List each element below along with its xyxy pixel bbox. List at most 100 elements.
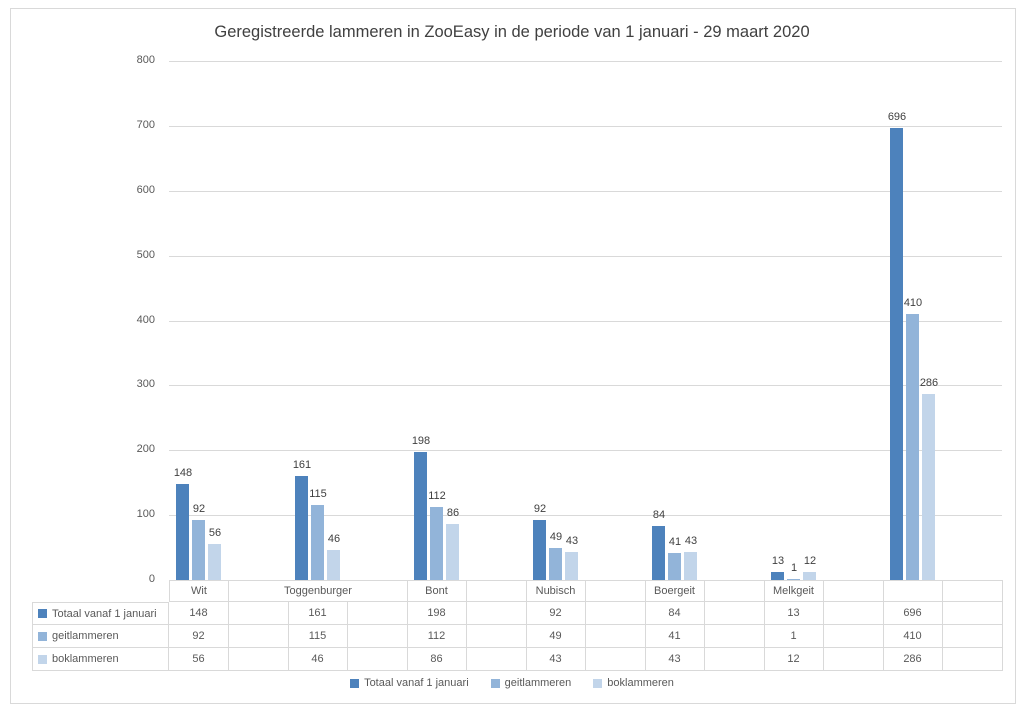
bar bbox=[208, 544, 221, 580]
bar bbox=[684, 552, 697, 580]
table-value-cell bbox=[229, 648, 289, 671]
table-header-cell bbox=[943, 580, 1003, 602]
y-axis-tick-label: 800 bbox=[136, 54, 155, 66]
bar bbox=[652, 526, 665, 580]
table-value-cell: 41 bbox=[645, 625, 705, 648]
table-header-cell bbox=[824, 580, 884, 602]
series-name: Totaal vanaf 1 januari bbox=[52, 607, 157, 620]
table-value-cell bbox=[467, 602, 527, 625]
table-value-cell: 12 bbox=[764, 648, 824, 671]
bar bbox=[176, 484, 189, 580]
table-value-cell: 198 bbox=[407, 602, 467, 625]
bar-value-label: 112 bbox=[428, 490, 446, 502]
table-header-cell bbox=[705, 580, 765, 602]
bar bbox=[787, 579, 800, 580]
bar bbox=[295, 476, 308, 580]
legend-key-swatch bbox=[38, 654, 47, 664]
y-axis-tick-label: 500 bbox=[136, 249, 155, 261]
table-value-cell: 49 bbox=[526, 625, 586, 648]
bar-value-label: 696 bbox=[887, 111, 907, 123]
table-value-cell: 92 bbox=[169, 625, 229, 648]
table-value-cell bbox=[943, 602, 1003, 625]
bar-value-label: 41 bbox=[668, 536, 682, 548]
table-header-cell: Toggenburger bbox=[229, 580, 408, 602]
gridline bbox=[169, 256, 1002, 257]
y-axis-tick-label: 300 bbox=[136, 378, 155, 390]
chart-outer-border bbox=[10, 8, 1016, 704]
bar bbox=[565, 552, 578, 580]
bar-value-label: 43 bbox=[684, 535, 698, 547]
bar bbox=[906, 314, 919, 580]
legend-item: boklammeren bbox=[593, 677, 674, 689]
table-value-cell: 56 bbox=[169, 648, 229, 671]
bar bbox=[414, 452, 427, 580]
table-value-cell bbox=[586, 625, 646, 648]
table-value-cell: 115 bbox=[288, 625, 348, 648]
table-header-cell: Bont bbox=[407, 580, 467, 602]
legend-key-swatch bbox=[38, 609, 47, 618]
table-row-label: boklammeren bbox=[32, 648, 169, 671]
bar-value-label: 1 bbox=[790, 562, 798, 574]
bar bbox=[922, 394, 935, 580]
legend-key-swatch bbox=[350, 678, 360, 688]
y-axis-tick-label: 700 bbox=[136, 119, 155, 131]
bar-value-label: 84 bbox=[652, 509, 666, 521]
table-header-cell: Melkgeit bbox=[764, 580, 824, 602]
legend-item: geitlammeren bbox=[490, 677, 572, 689]
table-value-cell: 148 bbox=[169, 602, 229, 625]
table-value-cell: 43 bbox=[645, 648, 705, 671]
table-header-cell: Nubisch bbox=[526, 580, 586, 602]
bar bbox=[533, 520, 546, 580]
bar-value-label: 13 bbox=[771, 555, 785, 567]
bar bbox=[771, 572, 784, 580]
table-value-cell bbox=[824, 625, 884, 648]
table-row-label: Totaal vanaf 1 januari bbox=[32, 602, 169, 625]
table-value-cell bbox=[705, 625, 765, 648]
legend-item: Totaal vanaf 1 januari bbox=[350, 677, 469, 689]
bar bbox=[803, 572, 816, 580]
table-value-cell bbox=[943, 625, 1003, 648]
y-axis-tick-label: 100 bbox=[136, 508, 155, 520]
table-value-cell: 696 bbox=[883, 602, 943, 625]
bar-value-label: 410 bbox=[903, 297, 923, 309]
series-name: geitlammeren bbox=[52, 630, 119, 642]
y-axis-tick-label: 600 bbox=[136, 184, 155, 196]
bar-value-label: 46 bbox=[327, 533, 341, 545]
bar-value-label: 43 bbox=[565, 535, 579, 547]
bar-value-label: 161 bbox=[292, 459, 312, 471]
bar bbox=[446, 524, 459, 580]
y-axis-tick-label: 0 bbox=[148, 573, 155, 585]
table-value-cell: 112 bbox=[407, 625, 467, 648]
table-value-cell bbox=[348, 602, 408, 625]
bar bbox=[430, 507, 443, 580]
table-value-cell: 13 bbox=[764, 602, 824, 625]
table-value-cell bbox=[229, 625, 289, 648]
gridline bbox=[169, 385, 1002, 386]
bar bbox=[327, 550, 340, 580]
bar-value-label: 286 bbox=[919, 377, 939, 389]
table-value-cell: 43 bbox=[526, 648, 586, 671]
table-value-cell bbox=[824, 602, 884, 625]
table-value-cell bbox=[586, 602, 646, 625]
legend-item-label: geitlammeren bbox=[504, 677, 572, 689]
table-value-cell bbox=[348, 625, 408, 648]
table-value-cell: 1 bbox=[764, 625, 824, 648]
chart-legend: Totaal vanaf 1 januari geitlammeren boklam… bbox=[0, 677, 1024, 689]
table-header-cell: Boergeit bbox=[645, 580, 705, 602]
table-value-cell bbox=[824, 648, 884, 671]
bar bbox=[890, 128, 903, 580]
table-value-cell bbox=[229, 602, 289, 625]
bar bbox=[668, 553, 681, 580]
table-value-cell bbox=[943, 648, 1003, 671]
table-header-cell bbox=[586, 580, 646, 602]
bar-value-label: 92 bbox=[192, 503, 206, 515]
table-value-cell: 92 bbox=[526, 602, 586, 625]
table-value-cell: 161 bbox=[288, 602, 348, 625]
bar-value-label: 115 bbox=[309, 488, 327, 500]
legend-key-swatch bbox=[593, 678, 603, 688]
gridline bbox=[169, 191, 1002, 192]
bar bbox=[311, 505, 324, 580]
table-value-cell: 410 bbox=[883, 625, 943, 648]
table-value-cell bbox=[705, 648, 765, 671]
series-name: boklammeren bbox=[52, 653, 119, 665]
